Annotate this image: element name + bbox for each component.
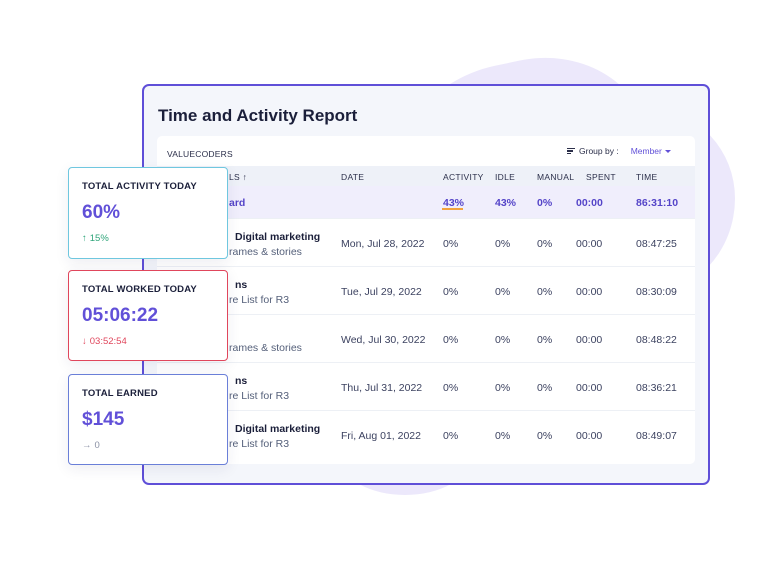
column-header-idle[interactable]: IDLE [495, 172, 516, 182]
summary-row[interactable]: ard 43% 43% 0% 00:00 86:31:10 [157, 186, 695, 218]
table-row[interactable]: ns re List for R3 Thu, Jul 31, 2022 0% 0% 0% 0… [157, 362, 695, 411]
cell-spent: 00:00 [576, 286, 603, 298]
cell-manual: 0% [537, 382, 553, 394]
cell-date: Thu, Jul 31, 2022 [341, 382, 423, 394]
cell-project: ns [235, 279, 248, 291]
activity-underline [442, 208, 463, 210]
column-header-manual[interactable]: MANUAL [537, 172, 575, 182]
summary-manual: 0% [537, 197, 553, 209]
cell-task: rames & stories [229, 342, 302, 354]
card-label: TOTAL EARNED [82, 388, 158, 399]
organization-name: VALUECODERS [167, 149, 233, 159]
total-activity-card[interactable]: TOTAL ACTIVITY TODAY 60% ↑ 15% [68, 167, 228, 259]
cell-manual: 0% [537, 286, 553, 298]
total-worked-card[interactable]: TOTAL WORKED TODAY 05:06:22 ↓ 03:52:54 [68, 270, 228, 361]
cell-time: 08:30:09 [636, 286, 677, 298]
cell-idle: 0% [495, 238, 511, 250]
group-by-control[interactable]: Group by : Member [567, 146, 671, 156]
card-delta: ↓ 03:52:54 [82, 336, 127, 347]
group-by-value: Member [630, 146, 662, 156]
cell-time: 08:47:25 [636, 238, 677, 250]
card-label: TOTAL ACTIVITY TODAY [82, 181, 197, 192]
table-row[interactable]: rames & stories Wed, Jul 30, 2022 0% 0% 0% 00… [157, 314, 695, 363]
sort-lines-icon [567, 147, 575, 155]
cell-time: 08:36:21 [636, 382, 677, 394]
cell-spent: 00:00 [576, 334, 603, 346]
column-header-date[interactable]: DATE [341, 172, 365, 182]
cell-spent: 00:00 [576, 382, 603, 394]
cell-activity: 0% [443, 334, 459, 346]
column-header-time[interactable]: TIME [636, 172, 658, 182]
page-title: Time and Activity Report [158, 106, 358, 125]
cell-idle: 0% [495, 286, 511, 298]
cell-date: Tue, Jul 29, 2022 [341, 286, 422, 298]
cell-date: Wed, Jul 30, 2022 [341, 334, 426, 346]
cell-activity: 0% [443, 382, 459, 394]
cell-time: 08:48:22 [636, 334, 677, 346]
cell-idle: 0% [495, 430, 511, 442]
card-delta-value: 03:52:54 [89, 336, 127, 347]
group-by-label: Group by : [579, 146, 619, 156]
card-value: 05:06:22 [82, 305, 159, 326]
cell-manual: 0% [537, 430, 553, 442]
card-delta: ↑ 15% [82, 233, 109, 244]
cell-task: rames & stories [229, 246, 302, 258]
column-header-activity[interactable]: ACTIVITY [443, 172, 484, 182]
card-value: 60% [82, 202, 121, 223]
arrow-up-icon: ↑ [82, 233, 87, 244]
cell-date: Mon, Jul 28, 2022 [341, 238, 425, 250]
table-header: LS ↑ DATE ACTIVITY IDLE MANUAL SPENT TIM… [157, 166, 695, 186]
card-delta-value: 15% [89, 233, 109, 244]
column-header-spent[interactable]: SPENT [586, 172, 616, 182]
cell-task: re List for R3 [229, 390, 290, 402]
cell-spent: 00:00 [576, 430, 603, 442]
card-delta-value: 0 [94, 440, 100, 451]
cell-project: Digital marketing [235, 423, 321, 435]
cell-activity: 0% [443, 430, 459, 442]
cell-activity: 0% [443, 238, 459, 250]
cell-date: Fri, Aug 01, 2022 [341, 430, 421, 442]
cell-manual: 0% [537, 334, 553, 346]
table-row[interactable]: Digital marketing rames & stories Mon, Jul… [157, 218, 695, 267]
summary-time: 86:31:10 [636, 197, 679, 209]
summary-activity: 43% [443, 197, 465, 209]
cell-task: re List for R3 [229, 294, 290, 306]
total-earned-card[interactable]: TOTAL EARNED $145 → 0 [68, 374, 228, 465]
report-window: Time and Activity Report VALUECODERS Gro… [142, 84, 710, 485]
cell-idle: 0% [495, 334, 511, 346]
arrow-down-icon: ↓ [82, 336, 87, 347]
card-value: $145 [82, 409, 125, 430]
table-row[interactable]: ns re List for R3 Tue, Jul 29, 2022 0% 0% 0% 0… [157, 266, 695, 315]
card-delta: → 0 [82, 440, 100, 451]
report-panel: VALUECODERS Group by : Member LS ↑ DATE … [157, 136, 695, 464]
cell-manual: 0% [537, 238, 553, 250]
chevron-down-icon [664, 149, 671, 153]
table-row[interactable]: Digital marketing re List for R3 Fri, Aug … [157, 410, 695, 459]
cell-time: 08:49:07 [636, 430, 677, 442]
cell-activity: 0% [443, 286, 459, 298]
summary-spent: 00:00 [576, 197, 603, 209]
summary-label: ard [229, 197, 246, 209]
cell-task: re List for R3 [229, 438, 290, 450]
cell-idle: 0% [495, 382, 511, 394]
summary-idle: 43% [495, 197, 517, 209]
cell-spent: 00:00 [576, 238, 603, 250]
cell-project: ns [235, 375, 248, 387]
card-label: TOTAL WORKED TODAY [82, 284, 197, 295]
cell-project: Digital marketing [235, 231, 321, 243]
group-by-select[interactable]: Member [631, 146, 671, 156]
arrow-right-icon: → [82, 440, 92, 451]
column-header-project[interactable]: LS ↑ [229, 172, 248, 182]
